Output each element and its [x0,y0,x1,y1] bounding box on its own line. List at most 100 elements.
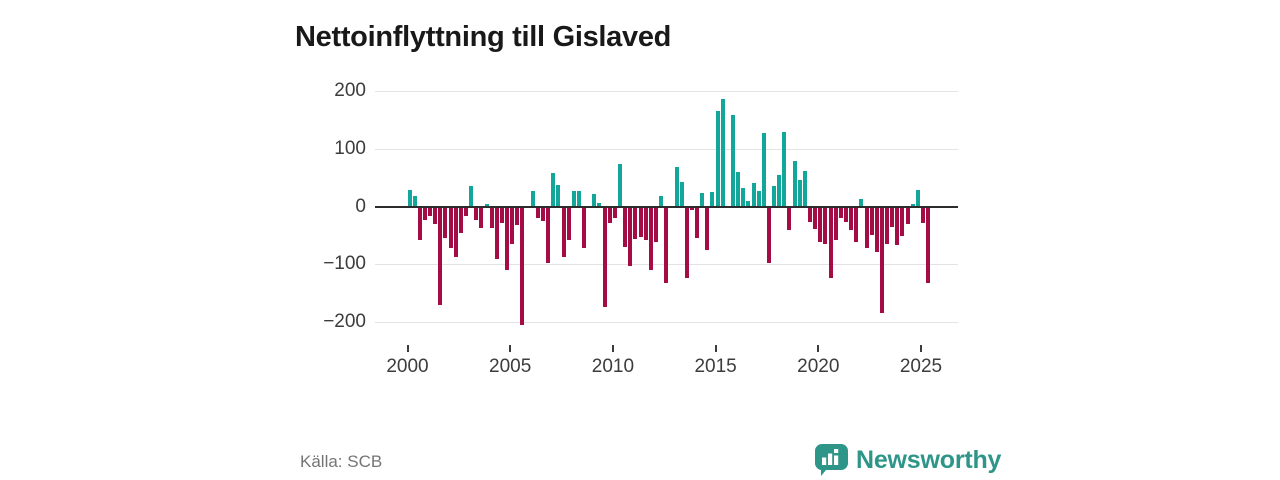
bar-2025q2 [926,206,931,284]
x-tick-label-2020: 2020 [797,356,840,377]
bar-2010q2 [618,164,623,207]
y-tick-label--100: −100 [323,253,366,275]
bar-2014q2 [700,192,705,207]
bar-2003q1 [469,186,474,207]
bar-2001q3 [438,206,443,306]
bar-2007q1 [551,172,556,207]
bar-2014q3 [705,206,710,250]
bar-2021q1 [838,206,843,219]
bar-2023q1 [879,206,884,313]
bar-2017q4 [772,185,777,207]
bar-2021q4 [854,206,859,242]
bar-2005q2 [515,206,520,225]
y-tick-label--200: −200 [323,311,366,333]
bar-2008q2 [576,190,581,207]
bar-2005q3 [520,206,525,326]
bar-2019q2 [802,170,807,207]
plot-area [375,72,958,334]
bar-2004q2 [494,206,499,259]
bar-2013q2 [679,182,684,207]
bar-2010q4 [628,206,633,267]
bar-2005q1 [510,206,515,244]
bar-2021q2 [843,206,848,222]
bar-2011q2 [638,206,643,237]
bar-2022q2 [864,206,869,249]
bar-2006q1 [530,191,535,207]
bar-2011q3 [643,206,648,241]
bar-2018q1 [777,174,782,207]
bar-2009q1 [592,194,597,207]
bar-2013q4 [689,206,694,210]
bar-2013q3 [684,206,689,278]
bar-2006q4 [546,206,551,264]
bar-2004q4 [505,206,510,271]
bar-2007q2 [556,184,561,207]
bar-2001q2 [433,206,438,224]
bar-2019q1 [797,179,802,207]
bar-2009q4 [607,206,612,223]
x-tick-label-2025: 2025 [899,356,943,377]
bar-2003q4 [484,203,489,207]
bar-2012q2 [659,196,664,207]
bar-2018q3 [787,206,792,230]
y-tick-label-200: 200 [334,79,366,101]
bar-2007q4 [566,206,571,241]
bar-2016q1 [736,171,741,207]
bar-2008q1 [571,191,576,207]
bar-2011q4 [648,206,653,271]
bar-2023q4 [895,206,900,246]
x-tick-2015 [714,345,717,352]
newsworthy-logo-text: Newsworthy [856,446,1002,474]
bar-2016q4 [751,182,756,207]
bar-2007q3 [561,206,566,257]
bar-2022q3 [869,206,874,235]
bar-2015q1 [715,111,720,207]
bar-2020q2 [823,206,828,244]
bar-2017q3 [766,206,771,264]
bar-2001q1 [428,206,433,217]
bar-2022q1 [859,198,864,207]
bar-2020q1 [818,206,823,242]
gridline-y-200 [375,90,958,92]
bar-2023q2 [885,206,890,244]
bar-2002q1 [448,206,453,249]
bar-2018q2 [782,131,787,207]
x-tick-2025 [920,345,922,352]
bar-2012q3 [664,206,669,283]
y-tick-label-0: 0 [355,195,366,217]
newsworthy-logo[interactable]: Newsworthy [814,444,1002,477]
bar-2020q4 [833,206,838,241]
bar-2003q2 [474,206,479,220]
bar-2000q3 [417,206,422,241]
x-tick-label-2015: 2015 [694,356,737,377]
bar-2017q2 [761,133,766,207]
x-tick-2000 [406,345,409,352]
bar-2017q1 [756,190,761,207]
bar-2013q1 [674,167,679,207]
bar-2016q2 [741,187,746,207]
bar-2002q3 [458,206,463,234]
bar-2008q3 [582,206,587,248]
bar-2002q4 [463,206,468,217]
bar-2020q3 [828,206,833,279]
bar-2019q4 [813,206,818,230]
gridline-y--200 [375,322,958,324]
bar-2016q3 [746,201,751,207]
x-tick-2005 [509,345,512,352]
bar-2021q3 [849,206,854,230]
bar-2014q4 [710,192,715,207]
bar-2014q1 [695,206,700,238]
bar-2015q2 [720,98,725,207]
bar-2010q1 [612,206,617,219]
x-tick-2010 [611,345,614,352]
bar-2006q2 [535,206,540,219]
x-tick-label-2000: 2000 [386,356,429,377]
bar-2006q3 [541,206,545,221]
gridline-y-100 [375,148,958,150]
chart-title: Nettoinflyttning till Gislaved [295,21,672,54]
bar-2004q3 [499,206,504,223]
bar-2015q4 [731,115,735,207]
bar-2024q2 [905,206,910,225]
bar-2009q2 [597,203,602,207]
